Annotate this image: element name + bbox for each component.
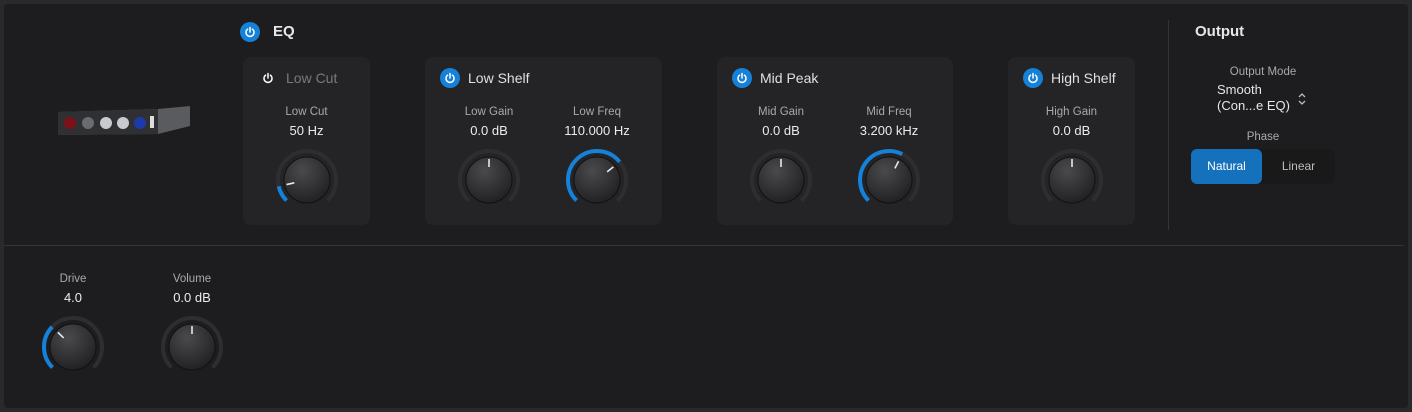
mid-freq-label: Mid Freq xyxy=(866,106,912,118)
power-icon xyxy=(1028,72,1038,84)
phase-natural-button[interactable]: Natural xyxy=(1191,149,1262,184)
knob-body xyxy=(865,156,913,204)
eq-power-button[interactable] xyxy=(240,22,260,42)
low-gain-knob[interactable] xyxy=(454,145,524,215)
knob-pointer xyxy=(606,166,614,173)
knob-pointer xyxy=(285,182,294,186)
eq-title: EQ xyxy=(273,23,295,40)
mid-gain-label: Mid Gain xyxy=(757,106,805,118)
high-gain-label: High Gain xyxy=(1045,106,1098,118)
low-shelf-power-button[interactable] xyxy=(440,68,460,88)
drive-knob[interactable] xyxy=(38,312,108,382)
power-icon xyxy=(245,26,255,38)
knob-value-arc xyxy=(276,185,288,202)
low-freq-knob[interactable] xyxy=(562,145,632,215)
volume-label: Volume xyxy=(172,273,212,285)
volume-knob[interactable] xyxy=(157,312,227,382)
knob-value-arc xyxy=(42,325,54,369)
output-mode-label: Output Mode xyxy=(1229,66,1297,78)
mid-peak-power-button[interactable] xyxy=(732,68,752,88)
low-freq-label: Low Freq xyxy=(573,106,621,118)
mid-freq-knob[interactable] xyxy=(854,145,924,215)
band-mid-peak: Mid Peak Mid Gain 0.0 dB Mid Freq 3.200 kHz xyxy=(717,57,953,225)
band-low-shelf: Low Shelf Low Gain 0.0 dB Low Freq 110.000 H… xyxy=(425,57,662,225)
high-shelf-title: High Shelf xyxy=(1051,70,1116,86)
section-divider xyxy=(4,245,1404,246)
mid-gain-value: 0.0 dB xyxy=(762,123,800,138)
phase-segmented-control[interactable]: Natural Linear xyxy=(1191,149,1335,184)
knob-body xyxy=(465,156,513,204)
knob-body xyxy=(168,323,216,371)
output-mode-value-line2: (Con...e EQ) xyxy=(1217,98,1290,113)
knob-body xyxy=(1048,156,1095,204)
high-gain-knob[interactable] xyxy=(1037,145,1107,215)
low-cut-value: 50 Hz xyxy=(289,123,324,138)
knob-track xyxy=(458,149,520,202)
knob-pointer xyxy=(57,331,65,339)
knob-body xyxy=(573,156,621,204)
output-mode-value-line1: Smooth xyxy=(1217,82,1262,97)
hardware-image xyxy=(58,104,190,138)
drive-value: 4.0 xyxy=(63,290,83,305)
output-mode-select[interactable]: Smooth (Con...e EQ) xyxy=(1217,82,1312,116)
plugin-window xyxy=(4,4,1408,408)
low-cut-label: Low Cut xyxy=(285,106,328,118)
volume-value: 0.0 dB xyxy=(173,290,211,305)
low-shelf-title: Low Shelf xyxy=(468,70,530,86)
power-icon xyxy=(737,72,747,84)
knob-value-arc xyxy=(858,149,904,202)
knob-value-arc xyxy=(566,149,622,202)
knob-pointer xyxy=(894,160,900,169)
low-gain-label: Low Gain xyxy=(464,106,514,118)
band-high-shelf: High Shelf High Gain 0.0 dB xyxy=(1008,57,1135,225)
mid-gain-knob[interactable] xyxy=(746,145,816,215)
high-shelf-power-button[interactable] xyxy=(1023,68,1043,88)
mid-freq-value: 3.200 kHz xyxy=(859,123,919,138)
drive-label: Drive xyxy=(59,273,87,285)
low-gain-value: 0.0 dB xyxy=(470,123,508,138)
knob-track xyxy=(161,316,223,369)
low-cut-power-button[interactable] xyxy=(258,68,278,88)
phase-label: Phase xyxy=(1246,131,1280,143)
chevron-updown-icon xyxy=(1298,93,1306,105)
power-icon xyxy=(445,72,455,84)
mid-peak-title: Mid Peak xyxy=(760,70,819,86)
band-low-cut: Low Cut Low Cut 50 Hz xyxy=(243,57,370,225)
knob-body xyxy=(283,156,330,204)
knob-track xyxy=(275,149,338,202)
knob-track xyxy=(1040,149,1103,202)
output-divider xyxy=(1168,20,1169,230)
knob-track xyxy=(750,149,812,202)
power-icon xyxy=(263,72,273,84)
phase-linear-button[interactable]: Linear xyxy=(1281,159,1316,173)
output-title: Output xyxy=(1195,23,1245,40)
knob-body xyxy=(757,156,805,204)
low-cut-title: Low Cut xyxy=(286,70,338,86)
low-freq-value: 110.000 Hz xyxy=(564,123,630,138)
high-gain-value: 0.0 dB xyxy=(1052,123,1091,138)
low-cut-knob[interactable] xyxy=(272,145,342,215)
knob-body xyxy=(49,323,97,371)
